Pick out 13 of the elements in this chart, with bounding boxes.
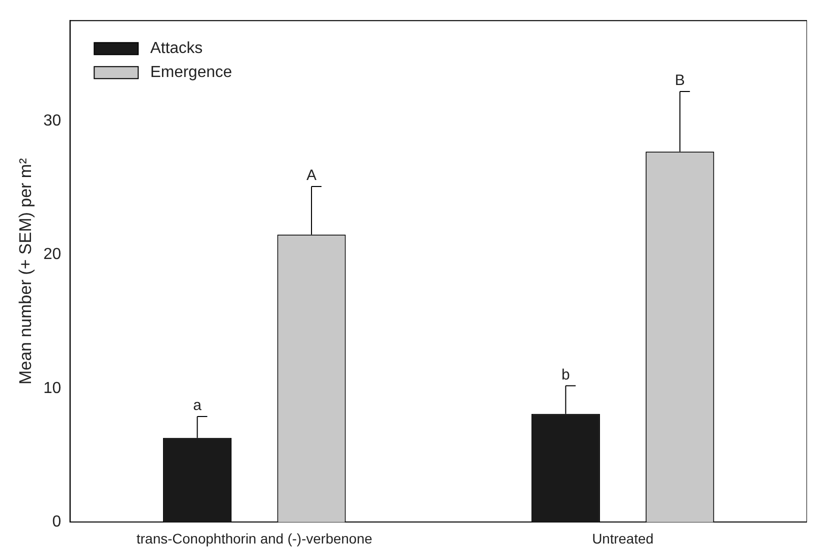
x-tick-label: trans-Conophthorin and (-)-verbenone xyxy=(136,530,373,546)
legend-label: Emergence xyxy=(150,64,232,82)
annotation: A xyxy=(306,167,317,184)
y-tick-label: 10 xyxy=(43,380,62,397)
y-tick-label: 30 xyxy=(43,112,62,130)
y-tick-label: 20 xyxy=(43,246,62,264)
legend-label: Attacks xyxy=(150,40,203,58)
annotation: b xyxy=(562,366,570,384)
annotation: B xyxy=(674,72,685,90)
y-tick-label: 0 xyxy=(52,514,62,531)
annotation: a xyxy=(193,397,202,414)
x-tick-label: Untreated xyxy=(592,530,654,546)
y-axis-title: Mean number (+ SEM) per m² xyxy=(16,158,35,385)
